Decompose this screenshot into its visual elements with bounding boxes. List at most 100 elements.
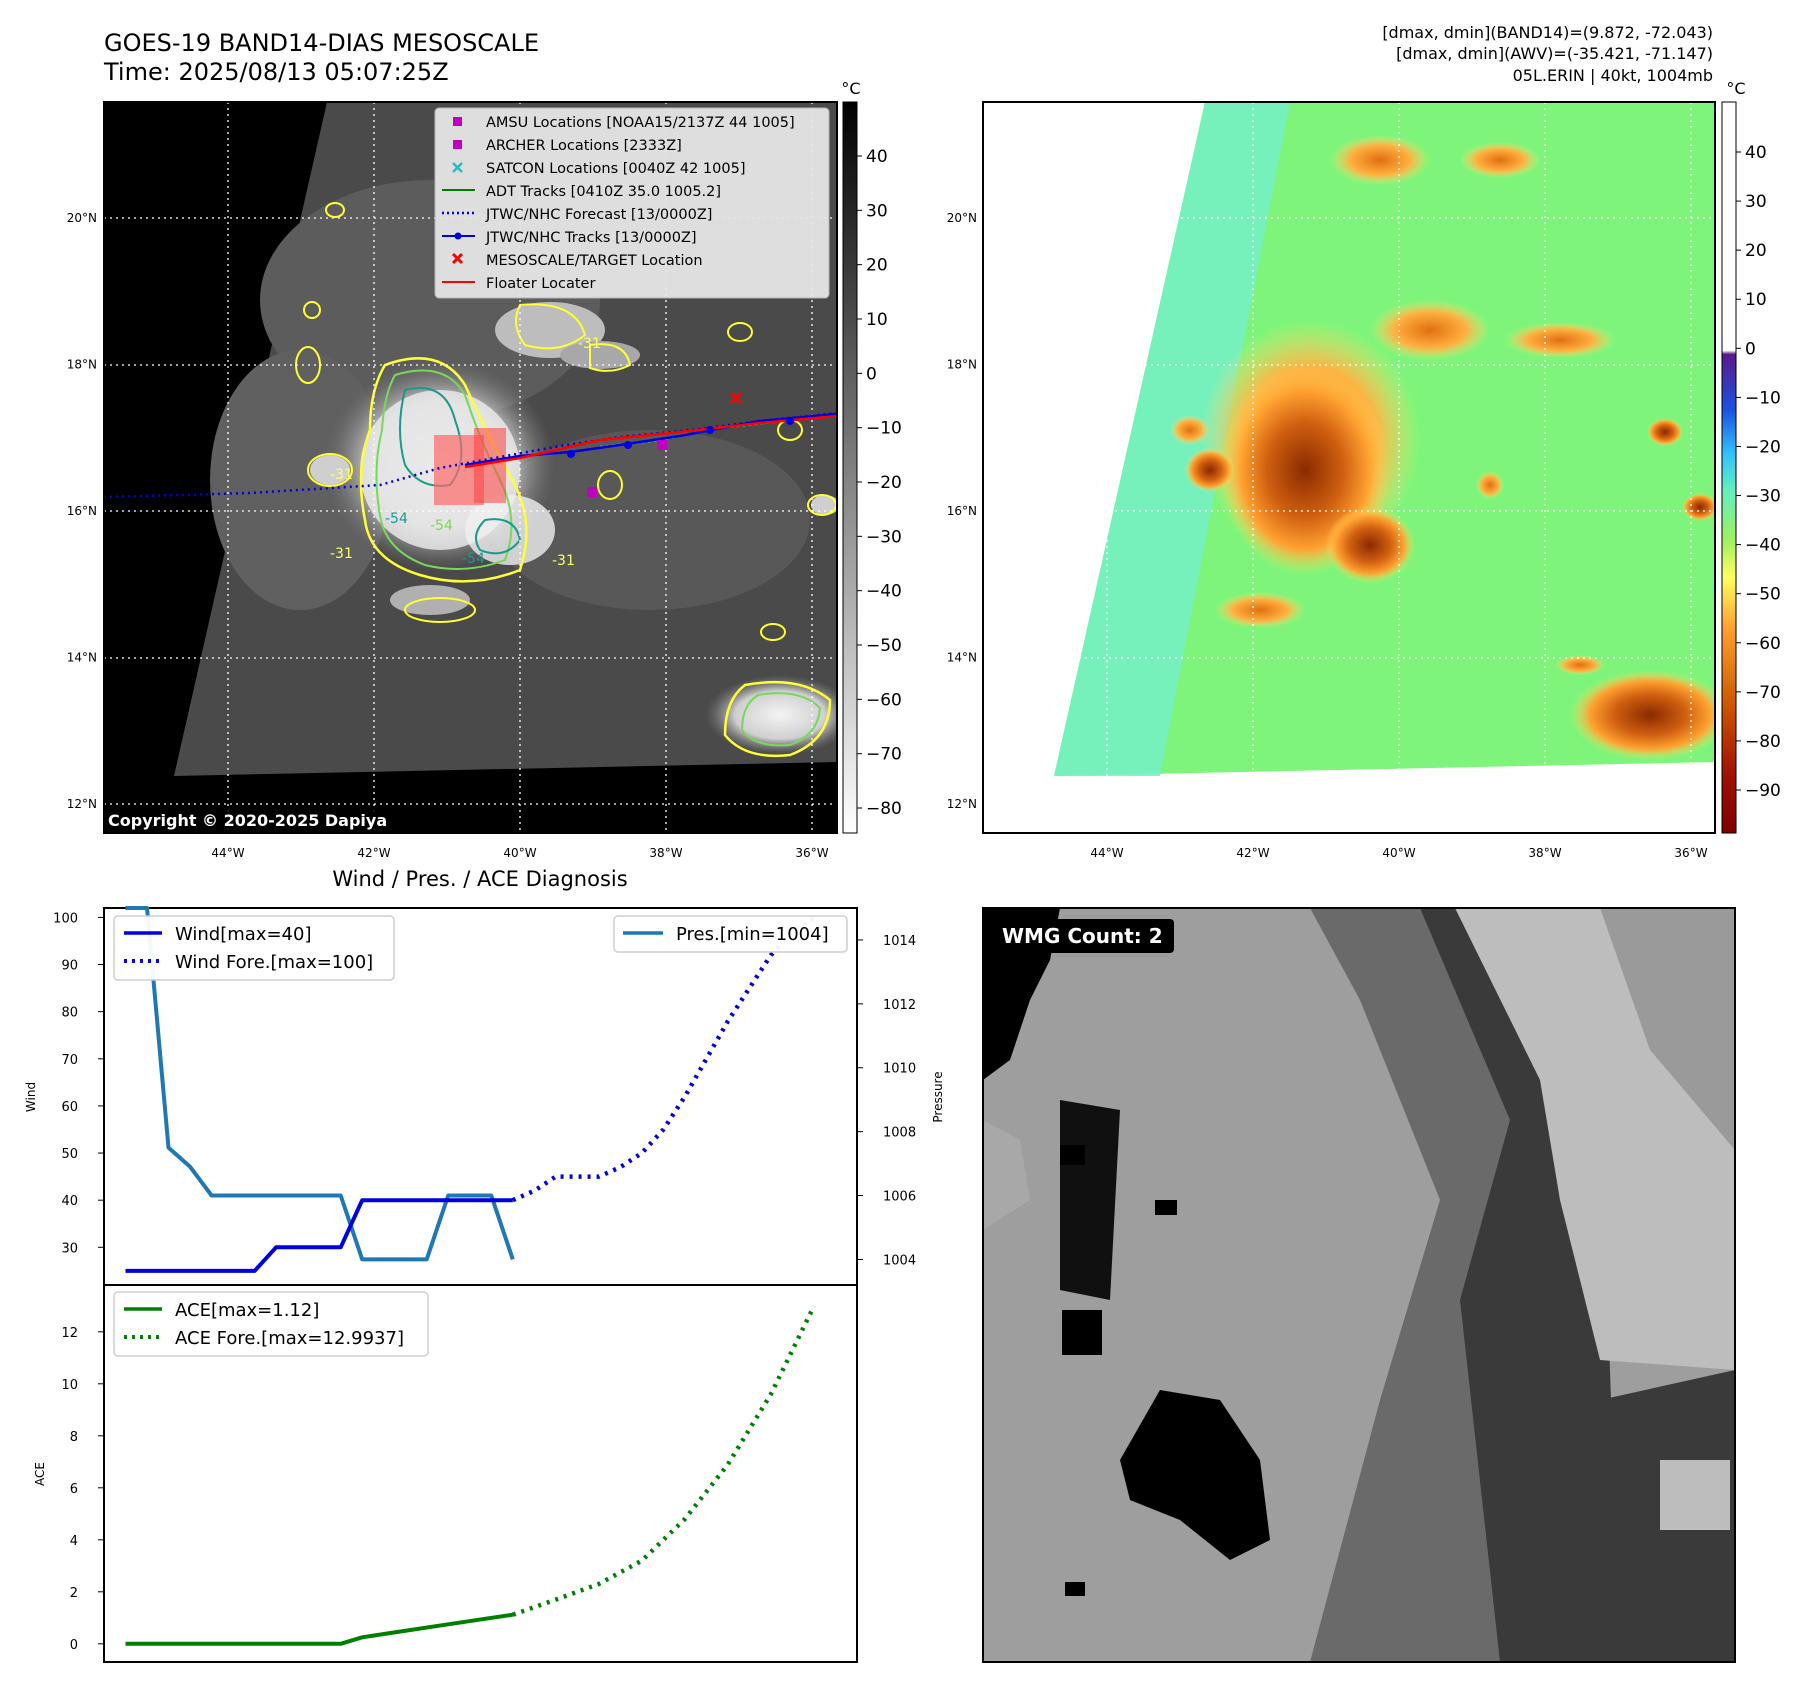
jtwc-track <box>464 412 837 467</box>
colorbar-tick-label: −70 <box>1745 683 1781 703</box>
lon-tick-label: 36°W <box>1674 846 1707 860</box>
wmg-label-box <box>994 919 1174 953</box>
legend-pressure: Pres.[min=1004] <box>676 924 829 945</box>
figure-time: Time: 2025/08/13 05:07:25Z <box>103 58 449 86</box>
ace-tick-label: 6 <box>70 1482 78 1497</box>
colorbar-tick-label: −10 <box>866 419 902 439</box>
wind-tick-label: 80 <box>61 1006 78 1021</box>
amsu-marker <box>587 487 597 497</box>
colorbar-tick-label: −50 <box>1745 585 1781 605</box>
lon-tick-label: 38°W <box>649 846 682 860</box>
jtwc-track-points <box>567 417 794 458</box>
storm-info: 05L.ERIN | 40kt, 1004mb <box>1513 66 1713 85</box>
lon-tick-label: 42°W <box>357 846 390 860</box>
wind-tick-label: 50 <box>61 1147 78 1162</box>
colorbar-tick-label: −80 <box>1745 732 1781 752</box>
lat-tick-label: 12°N <box>67 797 97 811</box>
stats-awv: [dmax, dmin](AWV)=(-35.421, -71.147) <box>1396 44 1713 63</box>
legend-marker <box>452 162 463 173</box>
ir-legend: AMSU Locations [NOAA15/2137Z 44 1005] AR… <box>434 107 830 299</box>
legend-ace: ACE[max=1.12] <box>175 1300 319 1321</box>
wmg-count: WMG Count: 2 <box>1002 924 1163 948</box>
wmg-panel: WMG Count: 2 <box>982 907 1736 1663</box>
colorbar-tick-label: 40 <box>1745 143 1767 163</box>
contour-label: -31 <box>552 553 575 569</box>
ace-tick-label: 2 <box>70 1586 78 1601</box>
ir-colorbar-unit: °C <box>841 79 860 98</box>
contour-label: -54 <box>385 511 408 527</box>
pressure-tick-label: 1014 <box>883 934 916 949</box>
legend-jtwc-tracks: JTWC/NHC Tracks [13/0000Z] <box>485 230 697 246</box>
pressure-tick-label: 1004 <box>883 1253 916 1268</box>
legend-ace-fore: ACE Fore.[max=12.9937] <box>175 1328 404 1349</box>
pressure-legend: Pres.[min=1004] <box>613 915 848 953</box>
lon-tick-label: 44°W <box>211 846 244 860</box>
ace-tick-label: 10 <box>61 1378 78 1393</box>
colorbar-tick-label: −50 <box>866 636 902 656</box>
enhanced-panel: °C 403020100−10−20−30−40−50−60−70−80−90 … <box>947 79 1781 860</box>
stats-band14: [dmax, dmin](BAND14)=(9.872, -72.043) <box>1382 23 1713 42</box>
legend-marker <box>454 232 462 240</box>
contour-label: -54 <box>430 518 453 534</box>
colorbar-tick-label: −60 <box>866 690 902 710</box>
enhanced-colorbar: °C 40 30 20 10 0 −10 −20 −30 −40 −50 −60 −70 −80 −90 <box>1721 79 1781 834</box>
legend-amsu: AMSU Locations [NOAA15/2137Z 44 1005] <box>486 115 795 131</box>
figure-title: GOES-19 BAND14-DIAS MESOSCALE <box>104 29 539 57</box>
ace-line <box>125 1612 514 1646</box>
lon-tick-label: 36°W <box>795 846 828 860</box>
pressure-line <box>125 906 515 1262</box>
ir-panel: -31 -31 -31 -54 -54 -54 -31 <box>67 79 902 860</box>
ace-ylabel: ACE <box>33 1462 47 1486</box>
ir-colorbar: °C 40 30 20 10 0 −10 −20 −30 −40 −50 −60 −70 −80 <box>841 79 902 834</box>
legend-marker <box>453 117 462 126</box>
lat-tick-label: 20°N <box>67 211 97 225</box>
legend-mesoscale: MESOSCALE/TARGET Location <box>486 253 703 269</box>
lat-tick-label: 14°N <box>67 651 97 665</box>
legend-floater: Floater Locater <box>486 276 595 292</box>
colorbar-tick-label: −80 <box>866 799 902 819</box>
ace-tick-label: 8 <box>70 1430 78 1445</box>
wind-line <box>125 1198 513 1273</box>
wind-tick-label: 30 <box>61 1241 78 1256</box>
archer-marker <box>657 440 667 450</box>
pressure-tick-label: 1006 <box>883 1190 916 1205</box>
colorbar-tick-label: 30 <box>1745 192 1767 212</box>
wind-ylabel: Wind <box>24 1082 38 1112</box>
colorbar-tick-label: −20 <box>1745 437 1781 457</box>
lon-tick-label: 42°W <box>1236 846 1269 860</box>
copyright-text: Copyright © 2020-2025 Dapiya <box>108 811 387 830</box>
colorbar-tick-label: −10 <box>1745 388 1781 408</box>
wind-tick-label: 70 <box>61 1053 78 1068</box>
contour-label: -54 <box>462 551 485 567</box>
lat-tick-label: 18°N <box>947 358 977 372</box>
floater-locater-track <box>464 414 837 469</box>
lat-tick-label: 14°N <box>947 651 977 665</box>
colorbar-tick-label: 0 <box>866 364 877 384</box>
ace-tick-label: 12 <box>61 1326 78 1341</box>
colorbar-tick-label: 10 <box>1745 290 1767 310</box>
contour-label: -31 <box>330 467 353 483</box>
colorbar-tick-label: −60 <box>1745 634 1781 654</box>
wind-tick-label: 100 <box>53 911 78 926</box>
colorbar-tick-label: −30 <box>1745 487 1781 507</box>
mesoscale-target-marker <box>729 391 743 405</box>
lat-tick-label: 18°N <box>67 358 97 372</box>
lat-tick-label: 16°N <box>67 504 97 518</box>
legend-wind: Wind[max=40] <box>175 924 312 945</box>
wind-tick-label: 60 <box>61 1100 78 1115</box>
legend-adt: ADT Tracks [0410Z 35.0 1005.2] <box>486 184 721 200</box>
wind-forecast-line <box>511 915 816 1203</box>
lat-tick-label: 20°N <box>947 211 977 225</box>
colorbar-tick-label: 30 <box>866 201 888 221</box>
lon-tick-label: 40°W <box>1382 846 1415 860</box>
enhanced-colorbar-unit: °C <box>1726 79 1745 98</box>
colorbar-tick-label: 20 <box>1745 241 1767 261</box>
legend-satcon: SATCON Locations [0040Z 42 1005] <box>486 161 745 177</box>
legend-wind-fore: Wind Fore.[max=100] <box>175 952 373 973</box>
colorbar-tick-label: 40 <box>866 147 888 167</box>
ace-legend: ACE[max=1.12] ACE Fore.[max=12.9937] <box>113 1291 429 1357</box>
lat-tick-label: 16°N <box>947 504 977 518</box>
colorbar-tick-label: −70 <box>866 745 902 765</box>
colorbar-tick-label: 10 <box>866 310 888 330</box>
